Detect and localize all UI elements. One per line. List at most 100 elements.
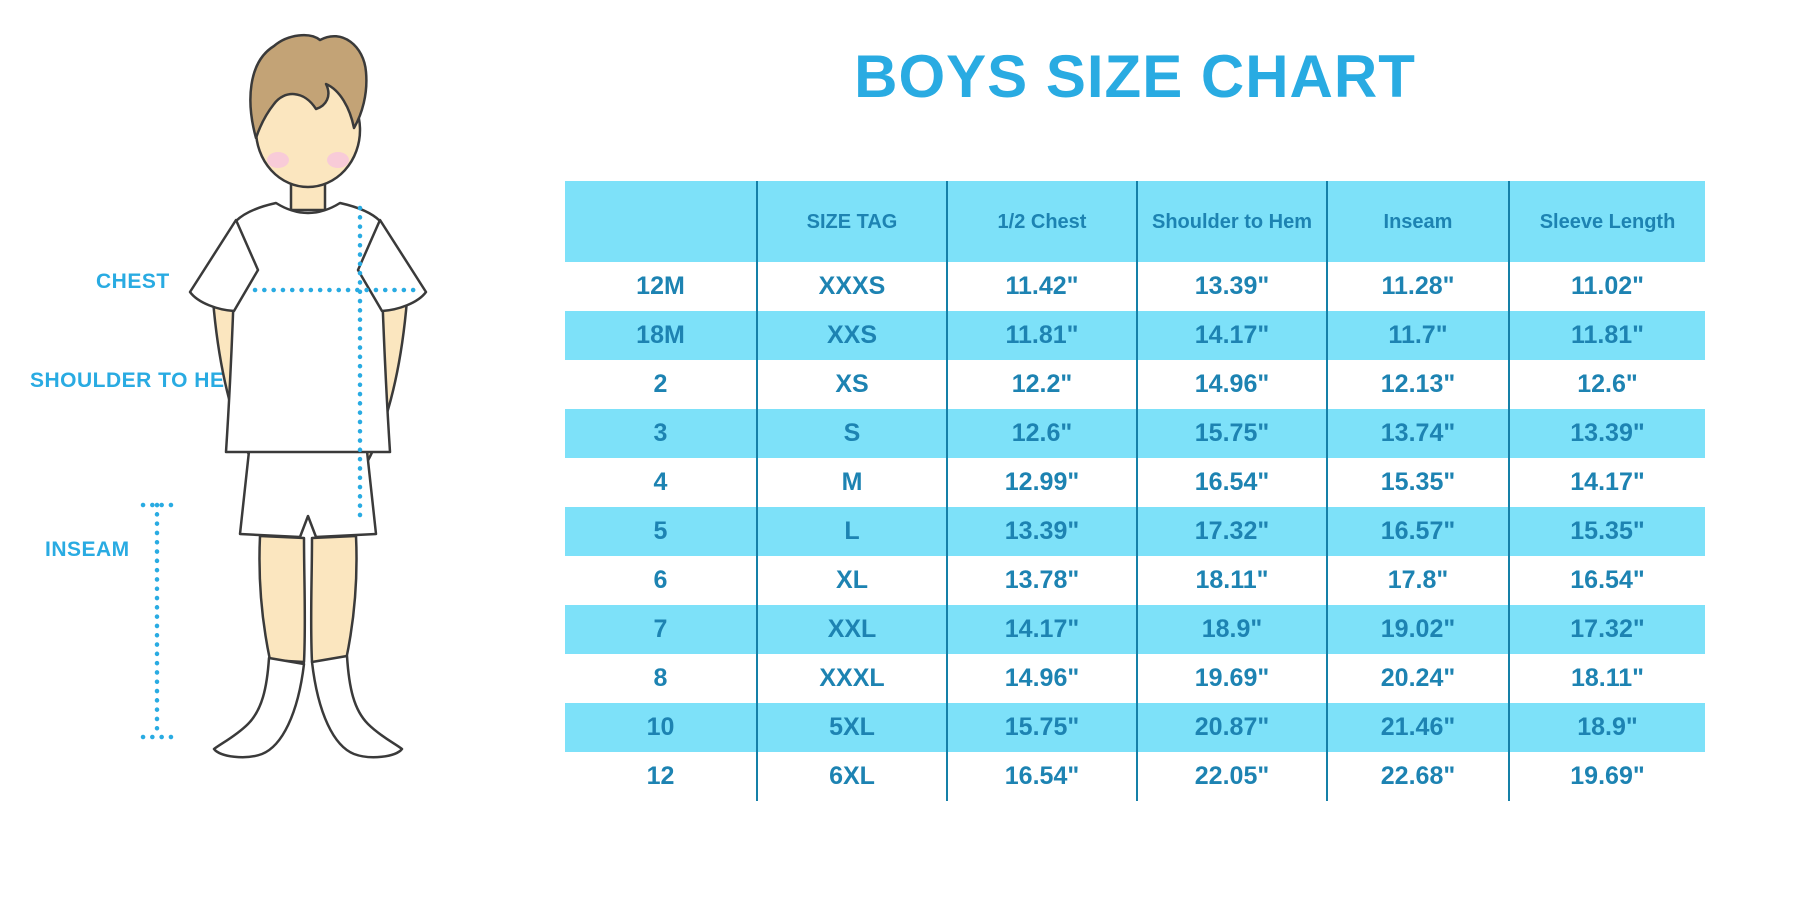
shoulder-to-hem-label: SHOULDER TO HEM — [30, 369, 243, 392]
half-chest-cell: 13.39" — [946, 507, 1137, 556]
inseam-cell: 21.46" — [1326, 703, 1509, 752]
inseam-measure-line — [140, 502, 174, 740]
header-row: SIZE TAG 1/2 Chest Shoulder to Hem Insea… — [565, 181, 1705, 262]
table-row: 2 XS 12.2" 14.96" 12.13" 12.6" — [565, 360, 1705, 409]
half-chest-cell: 13.78" — [946, 556, 1137, 605]
sleeve-length-cell: 18.11" — [1508, 654, 1705, 703]
sleeve-length-cell: 16.54" — [1508, 556, 1705, 605]
inseam-cell: 11.28" — [1326, 262, 1509, 311]
row-label: 5 — [565, 507, 757, 556]
shoulder-to-hem-cell: 22.05" — [1136, 752, 1327, 801]
row-label: 12M — [565, 262, 757, 311]
size-tag-cell: 6XL — [756, 752, 947, 801]
size-tag-cell: L — [756, 507, 947, 556]
table-row: 7 XXL 14.17" 18.9" 19.02" 17.32" — [565, 605, 1705, 654]
inseam-cell: 20.24" — [1326, 654, 1509, 703]
size-tag-cell: XXXL — [756, 654, 947, 703]
table-row: 4 M 12.99" 16.54" 15.35" 14.17" — [565, 458, 1705, 507]
sleeve-length-cell: 11.81" — [1508, 311, 1705, 360]
size-tag-cell: M — [756, 458, 947, 507]
row-label: 10 — [565, 703, 757, 752]
table-row: 18M XXS 11.81" 14.17" 11.7" 11.81" — [565, 311, 1705, 360]
shoulder-to-hem-cell: 17.32" — [1136, 507, 1327, 556]
size-tag-cell: XXXS — [756, 262, 947, 311]
shoulder-to-hem-cell: 18.9" — [1136, 605, 1327, 654]
row-label: 4 — [565, 458, 757, 507]
header-cell-sleeve-length: Sleeve Length — [1508, 181, 1705, 262]
chest-label: CHEST — [96, 270, 170, 293]
boy-hair — [249, 33, 368, 140]
inseam-cell: 15.35" — [1326, 458, 1509, 507]
inseam-cell: 17.8" — [1326, 556, 1509, 605]
half-chest-cell: 16.54" — [946, 752, 1137, 801]
sleeve-length-cell: 12.6" — [1508, 360, 1705, 409]
inseam-cell: 11.7" — [1326, 311, 1509, 360]
half-chest-cell: 15.75" — [946, 703, 1137, 752]
inseam-cell: 13.74" — [1326, 409, 1509, 458]
row-label: 12 — [565, 752, 757, 801]
inseam-cell: 19.02" — [1326, 605, 1509, 654]
size-tag-cell: XXL — [756, 605, 947, 654]
table-header: SIZE TAG 1/2 Chest Shoulder to Hem Insea… — [565, 181, 1705, 262]
inseam-cell: 22.68" — [1326, 752, 1509, 801]
shoulder-to-hem-cell: 14.96" — [1136, 360, 1327, 409]
row-label: 7 — [565, 605, 757, 654]
sleeve-length-cell: 18.9" — [1508, 703, 1705, 752]
boy-figure-illustration — [140, 33, 428, 759]
shoulder-to-hem-cell: 19.69" — [1136, 654, 1327, 703]
inseam-cell: 12.13" — [1326, 360, 1509, 409]
half-chest-cell: 11.81" — [946, 311, 1137, 360]
sleeve-length-cell: 15.35" — [1508, 507, 1705, 556]
table-row: 12 6XL 16.54" 22.05" 22.68" 19.69" — [565, 752, 1705, 801]
boy-head — [249, 33, 368, 189]
inseam-cell: 16.57" — [1326, 507, 1509, 556]
sleeve-length-cell: 14.17" — [1508, 458, 1705, 507]
shoulder-to-hem-cell: 16.54" — [1136, 458, 1327, 507]
header-cell-shoulder-to-hem: Shoulder to Hem — [1136, 181, 1327, 262]
table-row: 3 S 12.6" 15.75" 13.74" 13.39" — [565, 409, 1705, 458]
sleeve-length-cell: 19.69" — [1508, 752, 1705, 801]
shoulder-to-hem-cell: 15.75" — [1136, 409, 1327, 458]
half-chest-cell: 12.99" — [946, 458, 1137, 507]
size-tag-cell: XS — [756, 360, 947, 409]
header-cell-half-chest: 1/2 Chest — [946, 181, 1137, 262]
boy-socks — [212, 654, 404, 759]
table-body: 12M XXXS 11.42" 13.39" 11.28" 11.02" 18M… — [565, 262, 1705, 801]
shoulder-to-hem-cell: 20.87" — [1136, 703, 1327, 752]
shoulder-to-hem-cell: 13.39" — [1136, 262, 1327, 311]
shoulder-to-hem-cell: 14.17" — [1136, 311, 1327, 360]
half-chest-cell: 12.6" — [946, 409, 1137, 458]
row-label: 2 — [565, 360, 757, 409]
header-cell-inseam: Inseam — [1326, 181, 1509, 262]
page-title: BOYS SIZE CHART — [854, 43, 1416, 110]
header-cell-size-tag: SIZE TAG — [756, 181, 947, 262]
size-tag-cell: XL — [756, 556, 947, 605]
shoulder-to-hem-cell: 18.11" — [1136, 556, 1327, 605]
header-cell-blank — [565, 181, 757, 262]
table-row: 6 XL 13.78" 18.11" 17.8" 16.54" — [565, 556, 1705, 605]
table-row: 12M XXXS 11.42" 13.39" 11.28" 11.02" — [565, 262, 1705, 311]
sleeve-length-cell: 11.02" — [1508, 262, 1705, 311]
row-label: 3 — [565, 409, 757, 458]
half-chest-cell: 12.2" — [946, 360, 1137, 409]
table-row: 8 XXXL 14.96" 19.69" 20.24" 18.11" — [565, 654, 1705, 703]
row-label: 18M — [565, 311, 757, 360]
sleeve-length-cell: 13.39" — [1508, 409, 1705, 458]
sleeve-length-cell: 17.32" — [1508, 605, 1705, 654]
inseam-label: INSEAM — [45, 538, 130, 561]
boy-legs — [258, 534, 358, 664]
row-label: 6 — [565, 556, 757, 605]
size-tag-cell: S — [756, 409, 947, 458]
table-row: 5 L 13.39" 17.32" 16.57" 15.35" — [565, 507, 1705, 556]
table-row: 10 5XL 15.75" 20.87" 21.46" 18.9" — [565, 703, 1705, 752]
size-tag-cell: 5XL — [756, 703, 947, 752]
half-chest-cell: 14.17" — [946, 605, 1137, 654]
boy-shorts — [238, 440, 378, 539]
size-tag-cell: XXS — [756, 311, 947, 360]
row-label: 8 — [565, 654, 757, 703]
boy-shirt — [224, 201, 392, 454]
size-chart-table: SIZE TAG 1/2 Chest Shoulder to Hem Insea… — [565, 181, 1705, 801]
half-chest-cell: 11.42" — [946, 262, 1137, 311]
half-chest-cell: 14.96" — [946, 654, 1137, 703]
